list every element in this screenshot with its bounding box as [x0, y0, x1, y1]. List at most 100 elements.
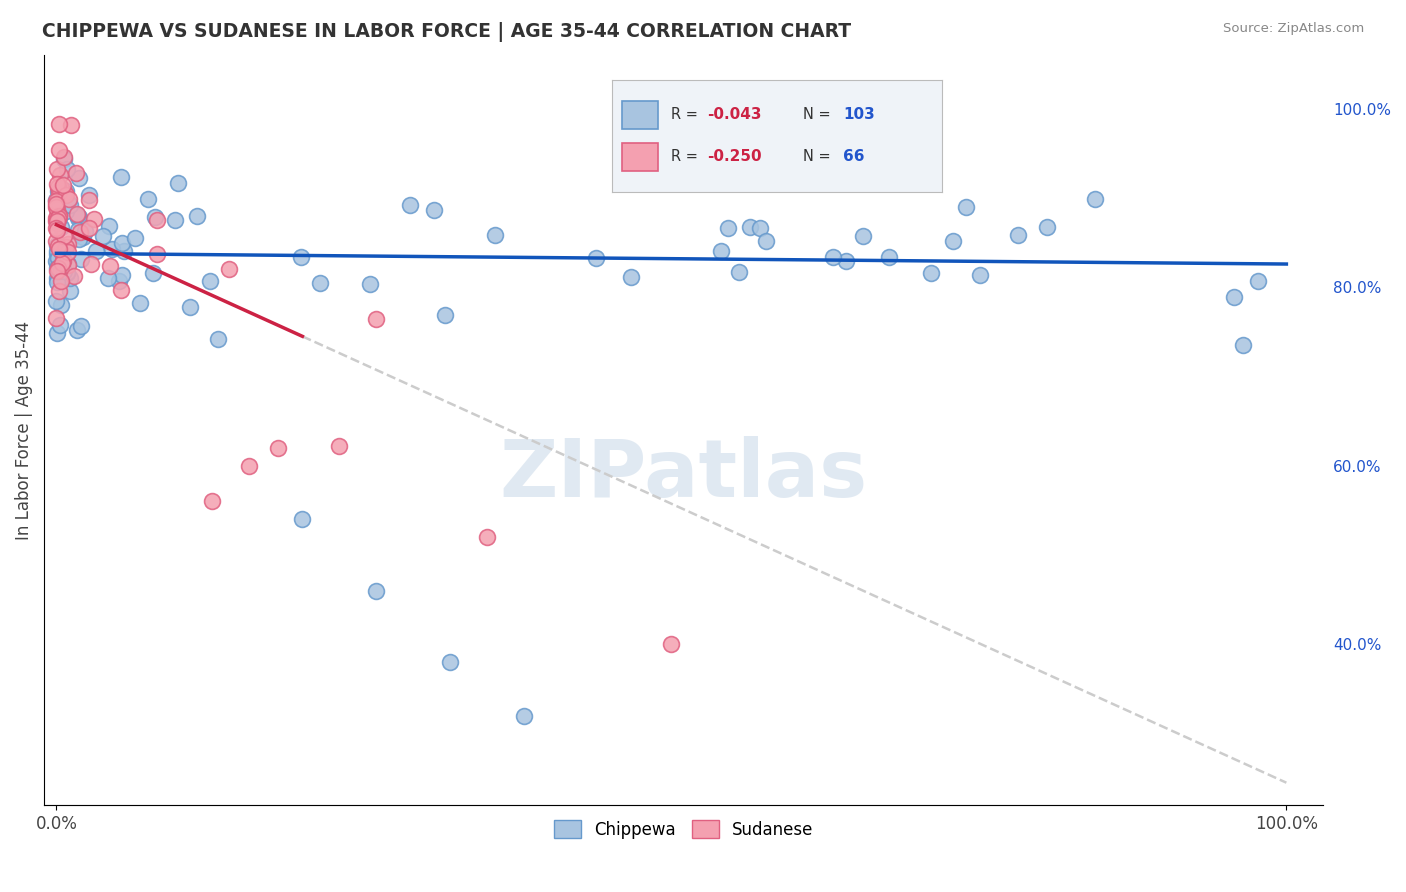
Point [49, 202, 72, 217]
Point [58, 194, 80, 209]
Point [146, 247, 169, 261]
Point [755, 234, 778, 248]
Point [434, 308, 457, 322]
Point [328, 439, 350, 453]
Point [49, 298, 72, 312]
Point [585, 251, 607, 265]
Point [49, 262, 72, 277]
Point [45, 162, 67, 177]
Point [45, 221, 67, 235]
Point [136, 193, 159, 207]
Point [399, 198, 422, 212]
Point [45, 200, 67, 214]
Point [46, 271, 69, 285]
Point [167, 176, 190, 190]
Point [513, 708, 536, 723]
Point [48, 168, 70, 182]
Point [45, 238, 67, 252]
Point [366, 583, 388, 598]
Point [56, 161, 79, 176]
Text: N =: N = [803, 107, 835, 122]
Point [53, 152, 76, 166]
Point [110, 169, 132, 184]
Point [49, 181, 72, 195]
Point [110, 283, 132, 297]
Point [821, 250, 844, 264]
Point [45, 200, 67, 214]
Point [98, 259, 121, 273]
Point [661, 637, 683, 651]
Point [290, 251, 312, 265]
Point [46, 326, 69, 341]
Point [46, 211, 69, 225]
Text: -0.043: -0.043 [707, 107, 762, 122]
Point [835, 253, 858, 268]
Text: R =: R = [671, 107, 703, 122]
Point [484, 227, 506, 242]
Point [79, 188, 101, 202]
Point [51, 274, 73, 288]
Point [45, 254, 67, 268]
Point [46, 211, 69, 226]
Point [1084, 192, 1107, 206]
Point [45, 193, 67, 207]
Point [46, 251, 69, 265]
Point [46, 211, 69, 226]
Point [128, 296, 150, 310]
Point [48, 209, 70, 223]
Point [51, 245, 73, 260]
Point [67, 211, 90, 225]
Point [66, 323, 89, 337]
Point [46, 216, 69, 230]
Point [69, 252, 91, 266]
Point [218, 261, 240, 276]
Point [45, 263, 67, 277]
Point [51, 271, 73, 285]
Point [46, 184, 69, 198]
Text: R =: R = [671, 149, 703, 163]
Point [56, 265, 79, 279]
Point [53, 186, 76, 200]
Point [45, 196, 67, 211]
Point [46, 244, 69, 258]
Point [52, 264, 75, 278]
Point [48, 318, 70, 333]
Point [48, 186, 70, 200]
Point [143, 210, 166, 224]
Text: Source: ZipAtlas.com: Source: ZipAtlas.com [1223, 22, 1364, 36]
Text: N =: N = [803, 149, 835, 163]
Point [852, 228, 875, 243]
Point [56, 237, 79, 252]
Legend: Chippewa, Sudanese: Chippewa, Sudanese [547, 814, 820, 846]
Point [475, 530, 498, 544]
Point [48, 208, 70, 222]
Point [111, 268, 134, 282]
Point [439, 655, 461, 669]
Y-axis label: In Labor Force | Age 35-44: In Labor Force | Age 35-44 [15, 320, 32, 540]
Point [55, 240, 77, 254]
Point [53, 241, 76, 255]
Point [879, 250, 901, 264]
Point [73, 224, 96, 238]
Point [66, 206, 89, 220]
Text: -0.250: -0.250 [707, 149, 762, 163]
Point [46, 251, 69, 265]
Point [45, 260, 67, 275]
Point [80, 257, 103, 271]
Point [65, 166, 87, 180]
Point [207, 332, 229, 346]
Point [738, 220, 761, 235]
Point [55, 256, 77, 270]
Point [59, 271, 82, 285]
Point [969, 268, 991, 282]
Point [55, 188, 77, 202]
Point [108, 274, 131, 288]
Point [58, 192, 80, 206]
Point [1036, 219, 1059, 234]
Point [51, 256, 73, 270]
Point [198, 274, 221, 288]
Point [58, 245, 80, 260]
Point [45, 214, 67, 228]
Point [727, 265, 749, 279]
Point [93, 229, 115, 244]
